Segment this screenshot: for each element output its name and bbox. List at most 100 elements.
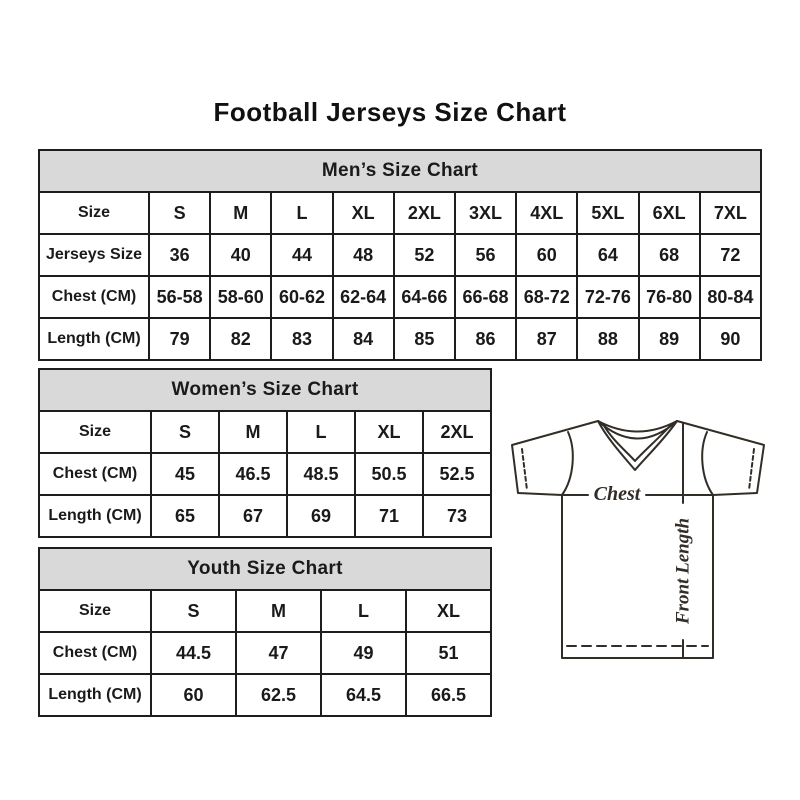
size-value-cell: 62-64 bbox=[331, 275, 395, 319]
row-label: Chest (CM) bbox=[38, 275, 150, 319]
size-value-cell: 36 bbox=[147, 233, 212, 277]
size-value-cell: 48.5 bbox=[286, 452, 356, 496]
table-row: Jerseys Size 36 40 44 48 52 56 60 64 68 72 bbox=[38, 233, 763, 277]
size-value-cell: 51 bbox=[405, 631, 492, 675]
size-value-cell: L bbox=[320, 589, 407, 633]
row-label: Size bbox=[38, 410, 152, 454]
jersey-measurement-diagram: Chest Front Length bbox=[500, 400, 780, 680]
table-row: Chest (CM) 44.5 47 49 51 bbox=[38, 631, 492, 675]
table-row: Size S M L XL 2XL bbox=[38, 410, 492, 454]
row-label: Length (CM) bbox=[38, 317, 150, 361]
size-value-cell: 44 bbox=[270, 233, 334, 277]
size-value-cell: XL bbox=[354, 410, 424, 454]
size-value-cell: 82 bbox=[209, 317, 273, 361]
right-armhole-seam bbox=[701, 431, 714, 496]
size-value-cell: 5XL bbox=[576, 191, 640, 235]
table-section-title: Youth Size Chart bbox=[38, 547, 492, 591]
size-value-cell: 69 bbox=[286, 494, 356, 538]
table-row: Size S M L XL bbox=[38, 589, 492, 633]
row-label: Chest (CM) bbox=[38, 631, 152, 675]
size-value-cell: 6XL bbox=[637, 191, 701, 235]
row-label: Length (CM) bbox=[38, 494, 152, 538]
size-value-cell: 72 bbox=[698, 233, 763, 277]
collar-v-outer bbox=[597, 420, 678, 471]
size-value-cell: S bbox=[147, 191, 212, 235]
size-value-cell: 67 bbox=[218, 494, 288, 538]
page-title: Football Jerseys Size Chart bbox=[213, 97, 567, 127]
size-value-cell: M bbox=[235, 589, 322, 633]
left-armhole-seam bbox=[561, 431, 574, 496]
table-header-row: Men’s Size Chart bbox=[38, 149, 762, 193]
size-value-cell: 87 bbox=[515, 317, 579, 361]
size-value-cell: 66-68 bbox=[453, 275, 518, 319]
size-value-cell: 45 bbox=[150, 452, 220, 496]
size-value-cell: 80-84 bbox=[698, 275, 763, 319]
jersey-outline bbox=[511, 420, 765, 659]
row-label: Size bbox=[38, 589, 152, 633]
collar-v-inner bbox=[602, 423, 673, 462]
size-value-cell: 40 bbox=[209, 233, 273, 277]
size-value-cell: 76-80 bbox=[637, 275, 701, 319]
size-value-cell: S bbox=[150, 589, 237, 633]
table-row: Chest (CM) 45 46.5 48.5 50.5 52.5 bbox=[38, 452, 492, 496]
table-row: Size S M L XL 2XL 3XL 4XL 5XL 6XL 7XL bbox=[38, 191, 763, 235]
size-value-cell: L bbox=[270, 191, 334, 235]
size-value-cell: 3XL bbox=[453, 191, 518, 235]
size-value-cell: 68-72 bbox=[515, 275, 579, 319]
size-value-cell: 73 bbox=[422, 494, 492, 538]
size-value-cell: 47 bbox=[235, 631, 322, 675]
table-header-row: Women’s Size Chart bbox=[38, 368, 492, 412]
right-cuff-dashed-line bbox=[748, 448, 755, 491]
size-value-cell: 84 bbox=[331, 317, 395, 361]
size-value-cell: 7XL bbox=[698, 191, 763, 235]
size-value-cell: 48 bbox=[331, 233, 395, 277]
size-value-cell: 49 bbox=[320, 631, 407, 675]
womens-size-table: Women’s Size Chart Size S M L XL 2XL Chest (CM)… bbox=[38, 368, 492, 538]
size-value-cell: 66.5 bbox=[405, 673, 492, 717]
table-row: Length (CM) 60 62.5 64.5 66.5 bbox=[38, 673, 492, 717]
size-value-cell: 64-66 bbox=[392, 275, 456, 319]
size-value-cell: 56 bbox=[453, 233, 518, 277]
size-value-cell: 60 bbox=[150, 673, 237, 717]
size-value-cell: 64 bbox=[576, 233, 640, 277]
size-value-cell: 46.5 bbox=[218, 452, 288, 496]
size-value-cell: 52.5 bbox=[422, 452, 492, 496]
size-value-cell: 68 bbox=[637, 233, 701, 277]
size-value-cell: 90 bbox=[698, 317, 763, 361]
size-value-cell: 2XL bbox=[392, 191, 456, 235]
table-section-title: Women’s Size Chart bbox=[38, 368, 492, 412]
size-value-cell: 71 bbox=[354, 494, 424, 538]
size-value-cell: 65 bbox=[150, 494, 220, 538]
table-row: Chest (CM) 56-58 58-60 60-62 62-64 64-66 66-68… bbox=[38, 275, 763, 319]
row-label: Jerseys Size bbox=[38, 233, 150, 277]
size-value-cell: 89 bbox=[637, 317, 701, 361]
size-value-cell: 50.5 bbox=[354, 452, 424, 496]
size-value-cell: 85 bbox=[392, 317, 456, 361]
size-value-cell: 72-76 bbox=[576, 275, 640, 319]
size-value-cell: 44.5 bbox=[150, 631, 237, 675]
size-value-cell: 4XL bbox=[515, 191, 579, 235]
size-value-cell: 79 bbox=[147, 317, 212, 361]
front-length-label: Front Length bbox=[673, 518, 694, 625]
youth-size-table: Youth Size Chart Size S M L XL Chest (CM) 44.5 4… bbox=[38, 547, 492, 717]
table-header-row: Youth Size Chart bbox=[38, 547, 492, 591]
size-value-cell: L bbox=[286, 410, 356, 454]
size-value-cell: 56-58 bbox=[147, 275, 212, 319]
size-value-cell: S bbox=[150, 410, 220, 454]
size-value-cell: 88 bbox=[576, 317, 640, 361]
size-value-cell: 58-60 bbox=[209, 275, 273, 319]
size-value-cell: XL bbox=[331, 191, 395, 235]
row-label: Chest (CM) bbox=[38, 452, 152, 496]
table-row: Length (CM) 65 67 69 71 73 bbox=[38, 494, 492, 538]
size-value-cell: 86 bbox=[453, 317, 518, 361]
mens-size-table: Men’s Size Chart Size S M L XL 2XL 3XL 4XL 5XL 6XL… bbox=[38, 149, 763, 361]
size-value-cell: 2XL bbox=[422, 410, 492, 454]
jersey-illustration: Chest Front Length bbox=[511, 420, 765, 659]
size-value-cell: 52 bbox=[392, 233, 456, 277]
size-value-cell: 64.5 bbox=[320, 673, 407, 717]
size-value-cell: M bbox=[218, 410, 288, 454]
size-value-cell: 83 bbox=[270, 317, 334, 361]
size-value-cell: 62.5 bbox=[235, 673, 322, 717]
table-row: Length (CM) 79 82 83 84 85 86 87 88 89 90 bbox=[38, 317, 763, 361]
row-label: Length (CM) bbox=[38, 673, 152, 717]
